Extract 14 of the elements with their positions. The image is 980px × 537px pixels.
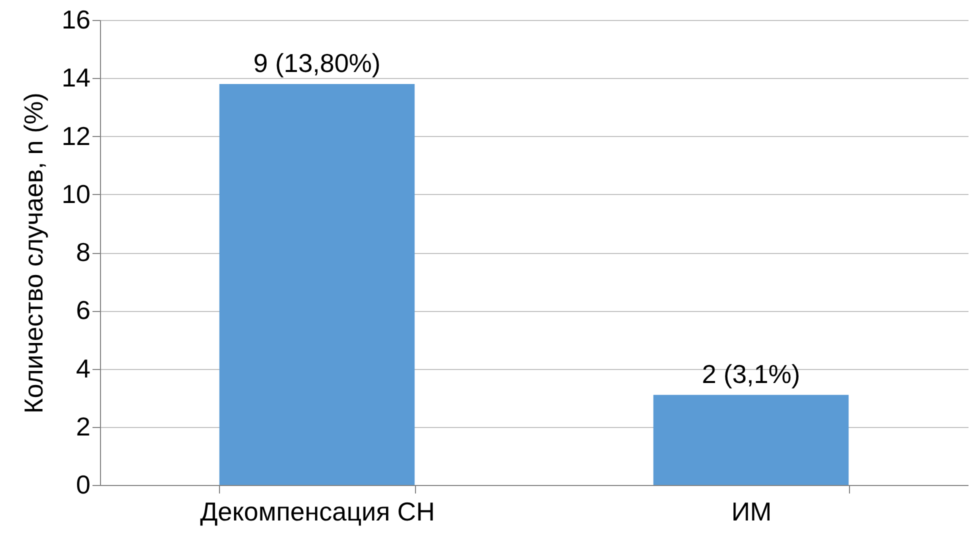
y-tick-label: 4 [76, 353, 90, 384]
y-axis-title: Количество случаев, n (%) [18, 92, 49, 414]
y-tick-label: 2 [76, 411, 90, 442]
y-tick-label: 14 [62, 62, 90, 93]
y-tick-label: 16 [62, 4, 90, 34]
y-tick-label: 0 [76, 470, 90, 500]
x-tick-label: Декомпенсация СН [200, 496, 435, 526]
data-label: 9 (13,80%) [253, 48, 381, 78]
data-label: 2 (3,1%) [702, 358, 800, 389]
y-tick-label: 12 [62, 120, 90, 151]
x-tick-label: ИМ [731, 496, 772, 526]
y-tick-label: 10 [62, 178, 90, 209]
y-tick-label: 6 [76, 295, 90, 326]
y-tick-label: 8 [76, 237, 90, 267]
